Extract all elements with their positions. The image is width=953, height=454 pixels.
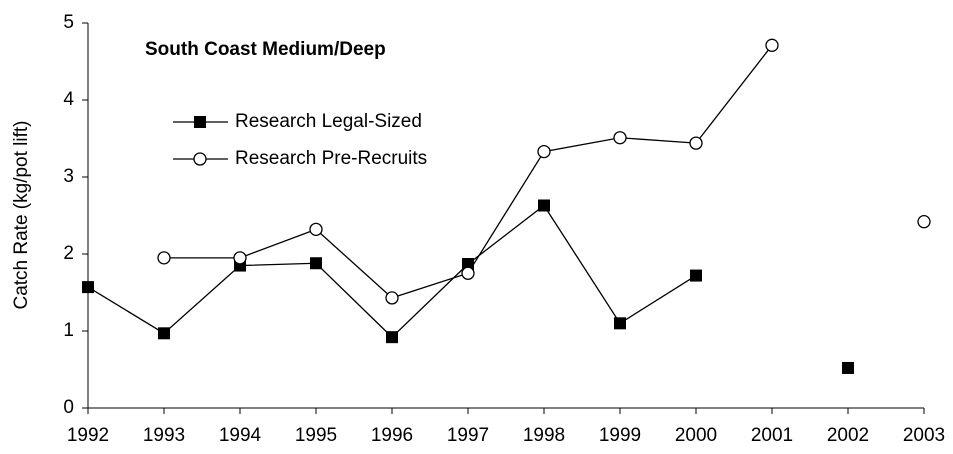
marker xyxy=(917,215,931,229)
x-tick-label: 1999 xyxy=(599,425,641,446)
series-line xyxy=(164,45,924,298)
marker xyxy=(537,144,551,159)
chart-title: South Coast Medium/Deep xyxy=(145,39,386,60)
marker xyxy=(538,199,550,212)
x-tick-label: 1992 xyxy=(67,425,109,446)
legend-marker xyxy=(193,152,207,166)
marker xyxy=(310,257,322,270)
legend-label: Research Pre-Recruits xyxy=(235,148,427,169)
marker xyxy=(233,251,247,265)
x-tick-label: 1995 xyxy=(295,425,337,446)
x-tick-label: 1998 xyxy=(523,425,565,446)
marker xyxy=(157,251,171,265)
x-tick-label: 2002 xyxy=(827,425,869,446)
x-tick-label: 2003 xyxy=(903,425,945,446)
marker xyxy=(613,131,627,145)
y-tick-label: 0 xyxy=(63,397,74,418)
x-tick-label: 1994 xyxy=(219,425,262,446)
marker xyxy=(462,258,474,271)
x-tick-label: 2001 xyxy=(751,425,793,446)
legend-marker xyxy=(194,116,206,128)
y-tick-label: 2 xyxy=(63,243,74,264)
marker xyxy=(689,136,703,150)
y-tick-label: 1 xyxy=(63,320,74,341)
legend-label: Research Legal-Sized xyxy=(235,111,422,132)
marker xyxy=(386,331,398,344)
x-tick-label: 1996 xyxy=(371,425,413,446)
x-tick-label: 2000 xyxy=(675,425,717,446)
marker xyxy=(461,266,475,280)
y-tick-label: 5 xyxy=(63,12,74,33)
marker xyxy=(82,281,94,294)
y-tick-label: 3 xyxy=(63,166,74,187)
marker xyxy=(158,327,170,340)
x-tick-label: 1997 xyxy=(447,425,489,446)
marker xyxy=(385,291,399,305)
marker xyxy=(690,269,702,282)
y-axis-label: Catch Rate (kg/pot lift) xyxy=(11,120,32,309)
series-line xyxy=(88,205,848,367)
marker xyxy=(614,317,626,330)
marker xyxy=(309,222,323,237)
marker xyxy=(842,361,854,374)
marker xyxy=(765,38,779,52)
y-tick-label: 4 xyxy=(63,89,74,110)
x-tick-label: 1993 xyxy=(143,425,185,446)
